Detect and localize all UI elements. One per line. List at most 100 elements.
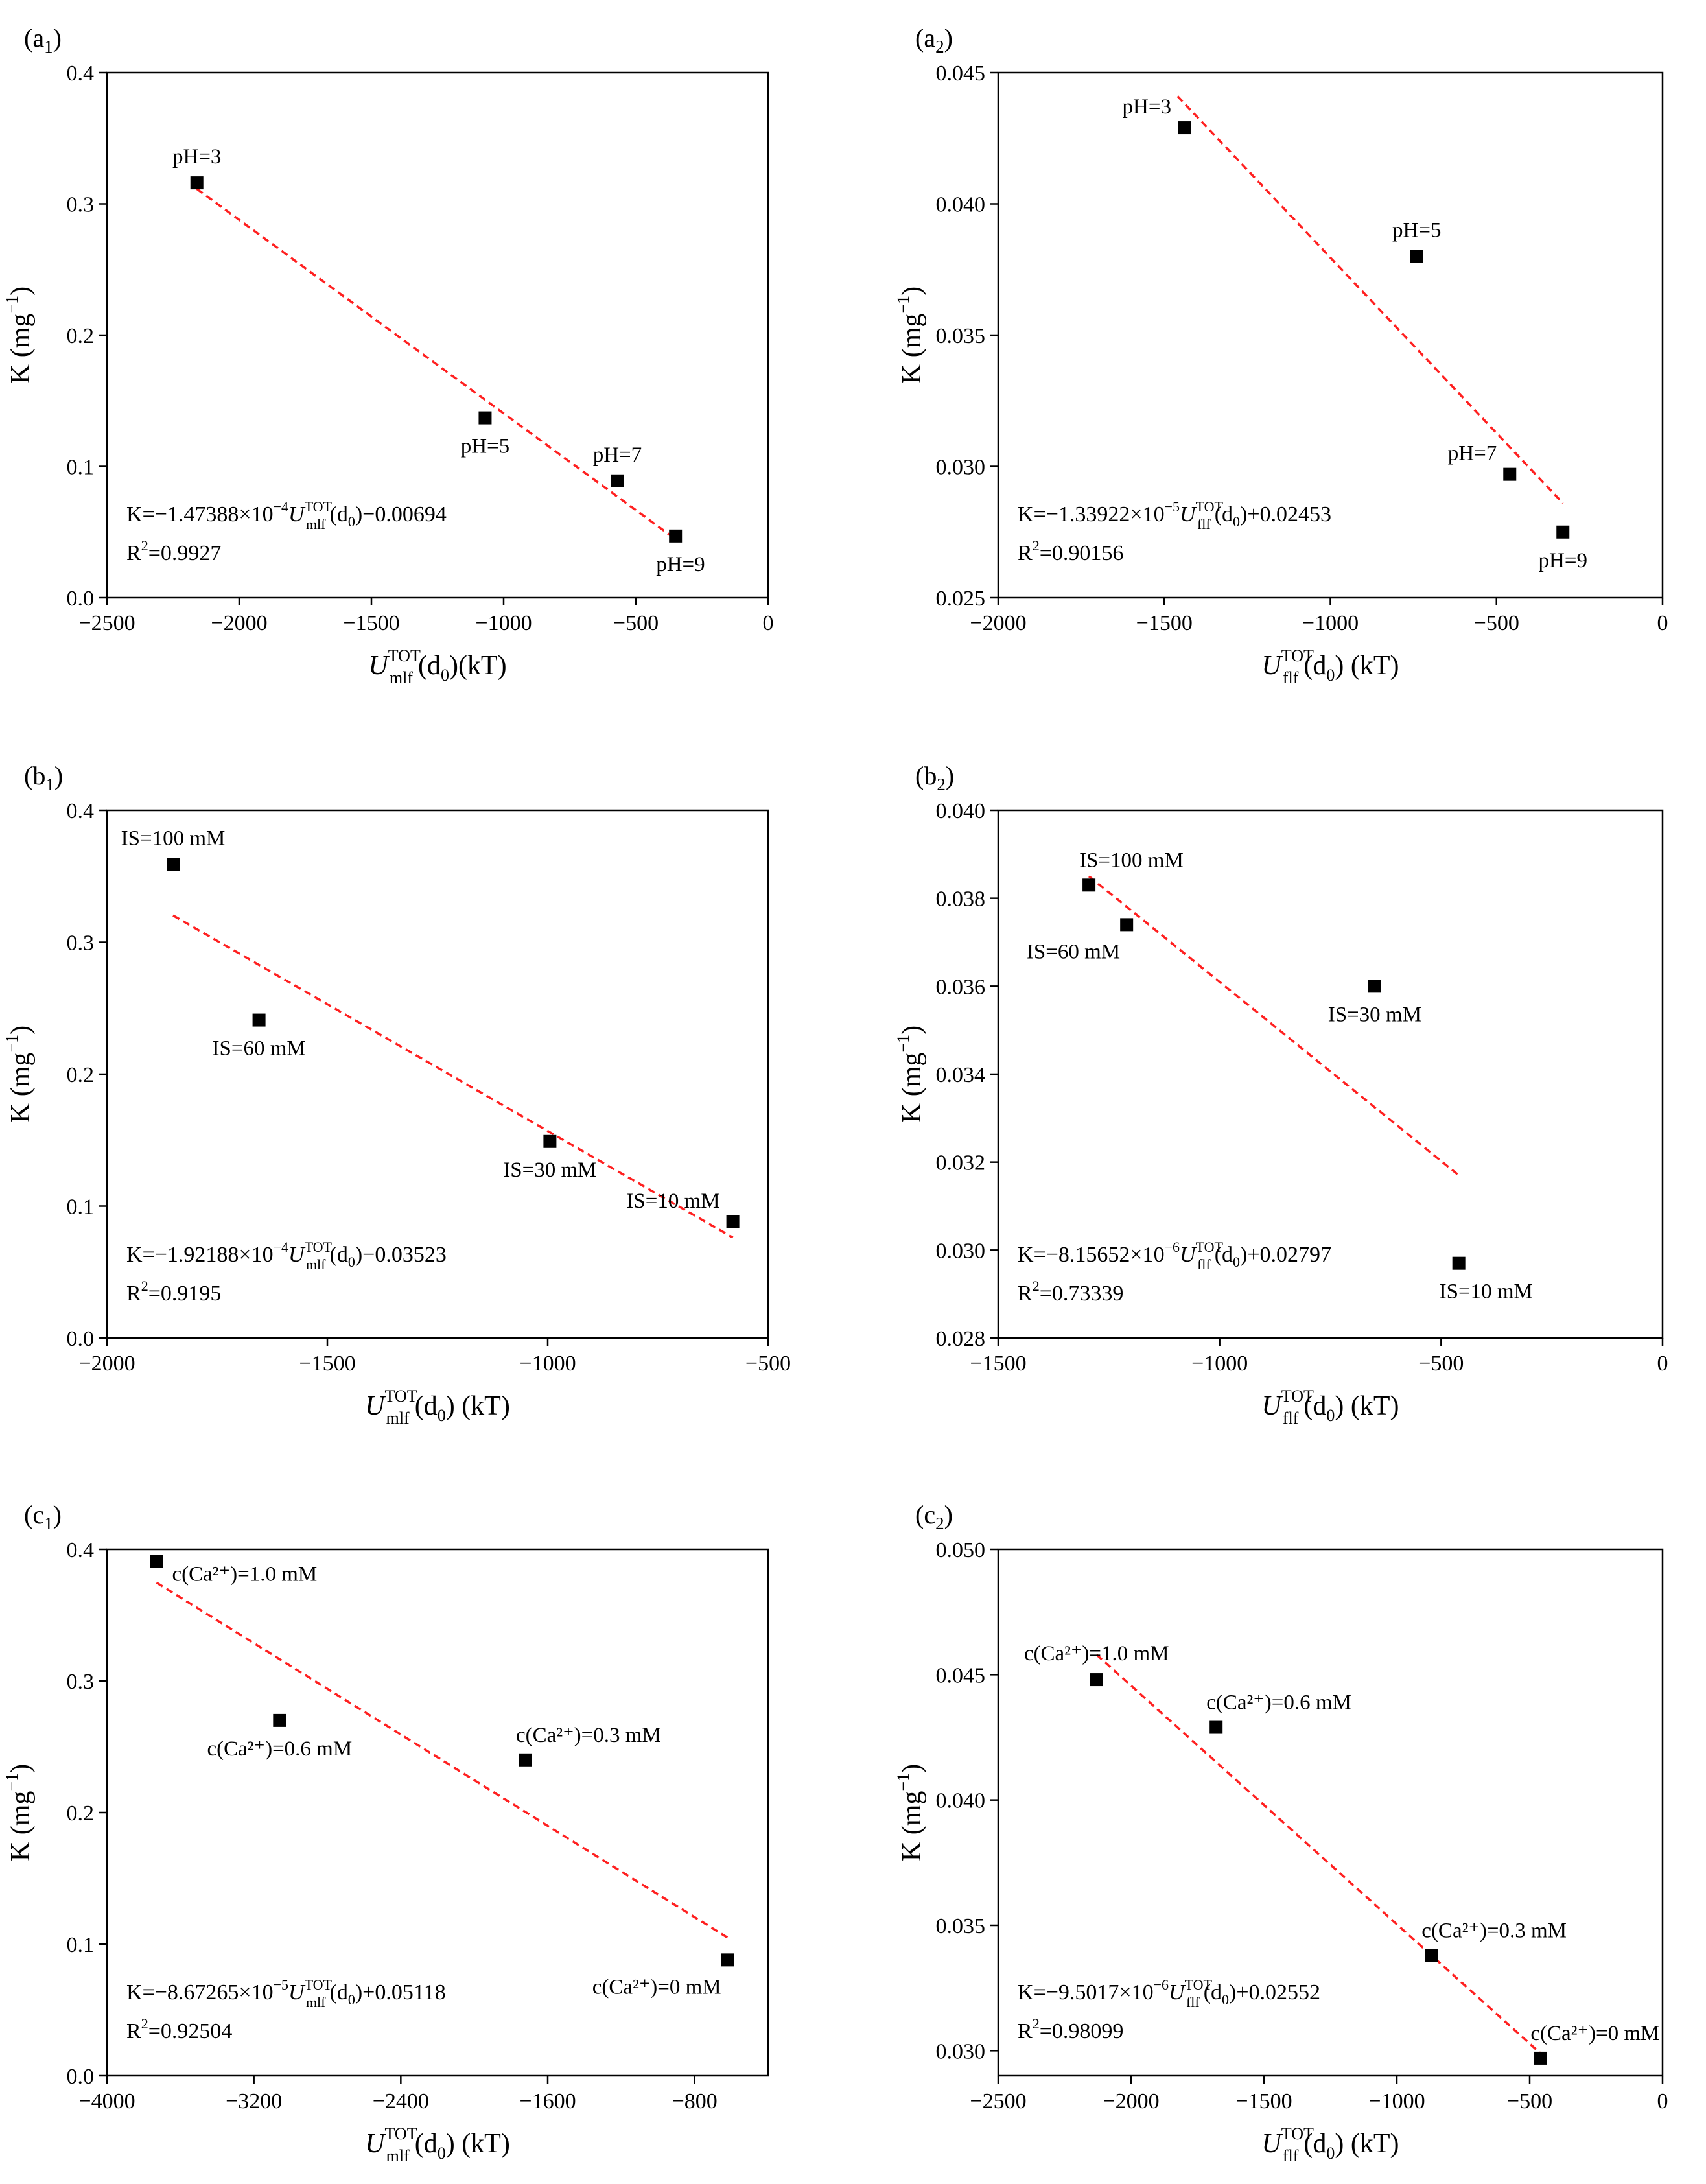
panel-label: (a1) [24,23,62,56]
data-point [726,1215,740,1228]
fit-equation-exp: −4 [274,499,288,515]
data-point [669,529,683,543]
fit-equation-exp: −4 [274,1239,288,1255]
data-point [1209,1720,1223,1734]
y-axis-label-close: ) [6,1026,36,1035]
y-tick-label: 0.045 [936,1663,986,1687]
fit-equation-d0: 0 [1222,1991,1229,2008]
y-tick-label: 0.030 [936,456,986,480]
fit-equation-mid: (d [330,1243,348,1267]
data-point [1120,918,1134,932]
y-tick-label: 0.028 [936,1327,986,1351]
panel-label-letter: (b [915,761,937,790]
chart-panel-a2: (a2)−2000 −1500 −1000 −500 00.0250.0300.0350… [894,23,1668,687]
data-point-label: c(Ca²⁺)=0.6 mM [207,1737,352,1761]
y-tick-label: 0.1 [67,1195,95,1219]
fit-line [1176,95,1564,504]
x-axis-label-d0: 0 [1326,666,1335,685]
fit-equation-u: U [288,1243,306,1267]
data-point-label: IS=60 mM [212,1037,305,1061]
fit-equation-const: )+0.02797 [1240,1243,1331,1267]
y-tick-label: 0.035 [936,1914,986,1938]
x-axis-label-unit: ) (kT) [1335,651,1399,681]
x-axis-label-sub: flf [1283,668,1299,687]
x-tick-label: −1000 [1368,2089,1425,2113]
data-point [611,474,624,487]
y-tick-label: 0.050 [936,1538,986,1562]
fit-equation-u: U [1180,502,1197,526]
chart-panel-b2: (b2)−1500 −1000 −500 00.0280.0300.0320.0340… [894,761,1668,1427]
panel-label: (c1) [24,1500,62,1533]
x-axis-label-sup: TOT [1281,1387,1314,1405]
data-point [1503,467,1517,481]
panel-label-sub: 1 [44,37,53,56]
x-axis-label: UTOT flf (d0) (kT) [1261,646,1399,687]
x-tick-label: −2000 [211,611,267,635]
fit-equation-coef: K=−8.15652×10 [1018,1243,1165,1267]
x-axis-label-unit: ) (kT) [446,1391,510,1421]
data-point-label: pH=7 [1448,442,1497,465]
y-axis-label-sup: −1 [894,1773,913,1791]
y-axis-label-close: ) [897,287,927,296]
x-axis-label-sup: TOT [388,646,421,665]
x-axis-label: UTOT mlf (d0)(kT) [368,646,506,687]
x-tick-label: −1600 [519,2089,576,2113]
y-axis-label: K (mg−1) [3,287,36,384]
fit-equation-coef: K=−1.33922×10 [1018,502,1165,526]
data-point [1425,1949,1438,1962]
fit-equation-sup: TOT [305,1239,333,1255]
y-axis-label: K (mg−1) [3,1764,36,1861]
data-point-label: IS=100 mM [121,827,226,850]
fit-equation-sub: flf [1197,1256,1211,1273]
panel-label: (b1) [24,761,63,794]
y-axis-label-sup: −1 [894,296,913,314]
r-squared: R2=0.90156 [1018,537,1123,565]
r-squared-value: =0.92504 [148,2019,233,2043]
x-axis-label-d0: 0 [441,666,449,685]
fit-equation: K=−8.67265×10−5UTOT mlf (d0)+0.05118 [126,1977,446,2010]
x-axis-label-tail: (d [1303,2129,1326,2159]
data-point [190,176,204,190]
panel-label: (a2) [915,23,953,56]
x-axis-label-unit: ) (kT) [1335,1391,1399,1421]
panel-label-letter: (c [915,1500,935,1529]
x-axis-label-tail: (d [418,651,441,681]
y-tick-label: 0.040 [936,193,986,217]
data-point-label: pH=3 [172,145,221,169]
fit-equation: K=−1.33922×10−5UTOT flf (d0)+0.02453 [1018,499,1331,532]
x-axis-label: UTOT mlf (d0) (kT) [365,1387,510,1427]
y-tick-label: 0.3 [67,1670,95,1694]
fit-equation-const: )+0.02453 [1240,502,1331,526]
y-axis-label: K (mg−1) [894,1026,927,1123]
fit-equation-coef: K=−9.5017×10 [1018,1980,1154,2004]
r-squared-value: =0.90156 [1040,541,1124,565]
chart-panel-c2: (c2)−2500 −2000 −1500 −1000 −500 00.0300.0350… [894,1500,1668,2165]
x-axis-label-sub: mlf [386,1409,410,1427]
data-point [1368,980,1381,993]
x-axis-label-u: U [1261,651,1283,681]
fit-equation-mid: (d [330,502,348,526]
x-axis-label-unit: ) (kT) [1335,2129,1399,2159]
y-axis-label-sup: −1 [3,1035,21,1053]
x-axis-label-unit: )(kT) [449,651,507,681]
x-tick-label: −4000 [78,2089,135,2113]
panel-label-sub: 1 [44,1514,53,1533]
fit-equation-u: U [1169,1980,1186,2004]
x-tick-label: 0 [763,611,774,635]
y-axis-label-close: ) [897,1764,927,1773]
x-axis-label-u: U [365,2129,386,2159]
panel-label-sub: 2 [935,1514,944,1533]
chart-panel-c1: (c1) −4000 −3200 −2400 −1600 −800 0.0 0.1 0.2 0.3… [3,1500,769,2165]
panel-label-close: ) [54,761,63,790]
fit-equation-u: U [1180,1243,1197,1267]
data-point-label: IS=100 mM [1079,849,1184,872]
panel-label: (b2) [915,761,954,794]
data-point-label: c(Ca²⁺)=1.0 mM [172,1562,318,1586]
fit-equation-const: )+0.02552 [1229,1980,1320,2004]
x-tick-label: −1500 [299,1352,355,1376]
x-tick-label: −500 [1507,2089,1552,2113]
fit-line [1088,875,1460,1177]
r-squared-value: =0.98099 [1040,2019,1124,2043]
x-tick-label: −1000 [519,1352,576,1376]
